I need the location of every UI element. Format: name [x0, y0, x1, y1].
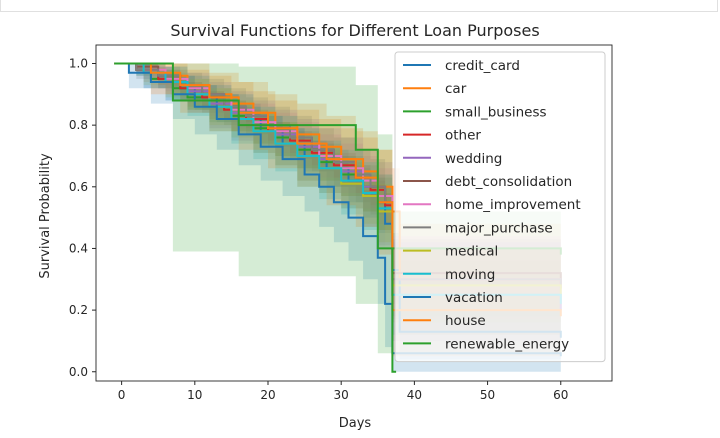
x-tick-label: 0: [118, 388, 126, 402]
survival-lines: [114, 62, 562, 373]
survival-line-house: [114, 62, 562, 317]
x-axis-label: Days: [339, 416, 372, 431]
legend-label-major_purchase: major_purchase: [445, 220, 553, 236]
legend-label-vacation: vacation: [445, 290, 503, 306]
legend-label-renewable_energy: renewable_energy: [445, 336, 569, 352]
legend-label-credit_card: credit_card: [445, 58, 520, 74]
x-tick-label: 30: [334, 388, 349, 402]
y-tick-label: 0.6: [69, 180, 88, 194]
legend-box: [394, 51, 606, 363]
legend-label-medical: medical: [445, 244, 498, 260]
y-axis-label: Survival Probability: [38, 153, 53, 279]
legend-label-moving: moving: [445, 267, 495, 283]
x-tick-label: 20: [260, 388, 275, 402]
confidence-band-vacation: [114, 63, 561, 372]
x-tick-label: 50: [480, 388, 495, 402]
legend-label-debt_consolidation: debt_consolidation: [445, 174, 572, 190]
y-tick-label: 0.8: [69, 118, 88, 132]
survival-line-renewable_energy: [114, 62, 397, 373]
y-tick-label: 0.4: [69, 241, 88, 255]
y-tick-label: 0.0: [69, 365, 88, 379]
axes: 0 10 20 30 40 50 60 0.0 0.2 0.4 0.6 0.8 1.0: [69, 44, 613, 402]
x-tick-label: 40: [407, 388, 422, 402]
legend-label-small_business: small_business: [445, 104, 547, 120]
legend-label-home_improvement: home_improvement: [445, 197, 581, 213]
legend-label-wedding: wedding: [445, 151, 502, 167]
x-tick-label: 10: [187, 388, 202, 402]
legend-label-house: house: [445, 313, 486, 329]
x-tick-label: 60: [553, 388, 568, 402]
legend-label-other: other: [445, 128, 481, 144]
legend-label-car: car: [445, 81, 467, 97]
notebook-cell-frame: [0, 0, 718, 12]
y-tick-label: 1.0: [69, 56, 88, 70]
plot-frame: [95, 44, 613, 382]
confidence-band-renewable_energy: [114, 63, 397, 372]
chart-title: Survival Functions for Different Loan Pu…: [170, 21, 539, 40]
y-tick-label: 0.2: [69, 303, 88, 317]
